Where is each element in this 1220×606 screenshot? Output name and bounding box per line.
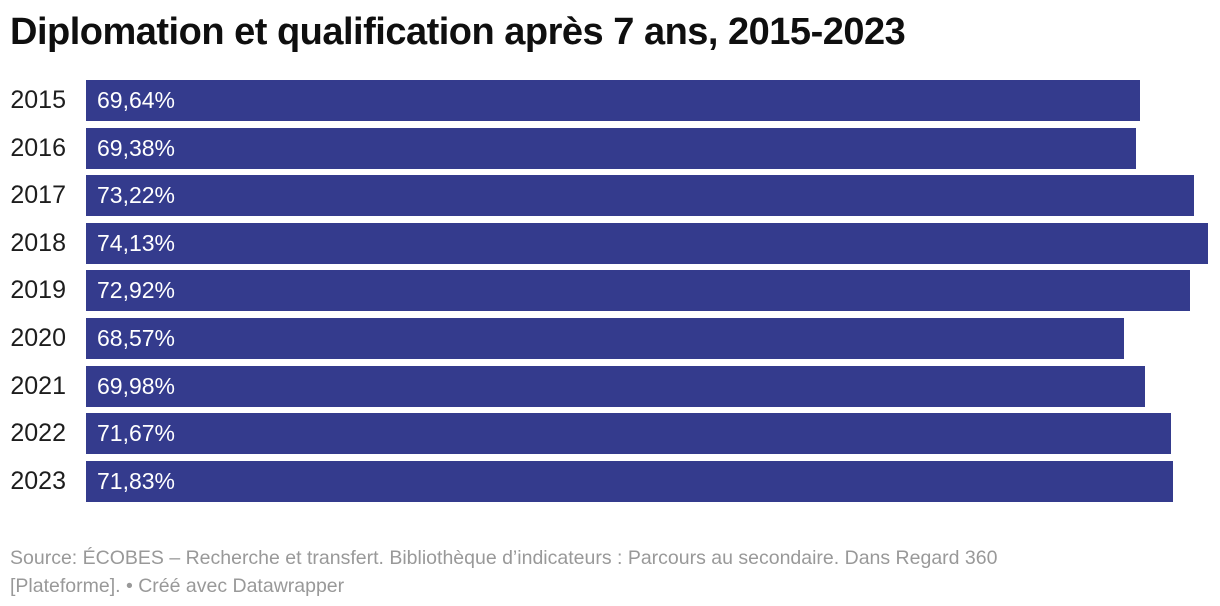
bar-chart: 2015 69,64% 2016 69,38% 2017 73,22% 2018… (0, 80, 1220, 502)
bar: 73,22% (86, 175, 1195, 217)
source-line-2: [Plateforme]. • Créé avec Datawrapper (10, 575, 345, 597)
bar: 72,92% (86, 270, 1190, 312)
year-label: 2023 (10, 466, 66, 495)
bar-value-label: 71,67% (97, 420, 176, 447)
bar-track: 73,22% (86, 175, 1208, 217)
year-label: 2019 (10, 276, 66, 305)
year-label: 2018 (10, 228, 66, 257)
year-label: 2020 (10, 323, 66, 352)
year-label: 2016 (10, 133, 66, 162)
bar-row: 2019 72,92% (0, 270, 1220, 312)
year-label: 2017 (10, 181, 66, 210)
bar-row: 2015 69,64% (0, 80, 1220, 121)
bar-track: 68,57% (86, 317, 1208, 359)
bar-row: 2018 74,13% (0, 222, 1220, 264)
bar-row: 2017 73,22% (0, 175, 1220, 217)
bar-value-label: 72,92% (97, 277, 176, 304)
bar-track: 71,67% (86, 413, 1208, 455)
bar-row: 2023 71,83% (0, 460, 1220, 502)
bar-value-label: 69,98% (97, 372, 176, 399)
bar: 68,57% (86, 317, 1124, 359)
bar-track: 71,83% (86, 460, 1208, 502)
bar-value-label: 69,38% (97, 134, 176, 161)
bar-track: 74,13% (86, 222, 1208, 264)
bar: 71,83% (86, 460, 1174, 502)
source-footer: Source: ÉCOBES – Recherche et transfert.… (10, 544, 1180, 600)
bar: 69,64% (86, 80, 1141, 121)
bar-value-label: 74,13% (97, 229, 176, 256)
bar: 71,67% (86, 413, 1171, 455)
bar-track: 69,64% (86, 80, 1208, 121)
bar-track: 72,92% (86, 270, 1208, 312)
year-label: 2022 (10, 419, 66, 448)
year-label: 2015 (10, 86, 66, 114)
bar: 69,98% (86, 365, 1146, 407)
bar-row: 2016 69,38% (0, 127, 1220, 169)
chart-title: Diplomation et qualification après 7 ans… (10, 11, 906, 53)
bar-value-label: 71,83% (97, 467, 176, 494)
bar-row: 2022 71,67% (0, 413, 1220, 455)
bar-track: 69,38% (86, 127, 1208, 169)
bar: 69,38% (86, 127, 1137, 169)
bar-row: 2021 69,98% (0, 365, 1220, 407)
bar-track: 69,98% (86, 365, 1208, 407)
bar: 74,13% (86, 222, 1208, 264)
source-line-1: Source: ÉCOBES – Recherche et transfert.… (10, 547, 998, 569)
bar-value-label: 68,57% (97, 324, 176, 351)
year-label: 2021 (10, 371, 66, 400)
bar-value-label: 69,64% (97, 87, 176, 113)
bar-row: 2020 68,57% (0, 317, 1220, 359)
bar-value-label: 73,22% (97, 182, 176, 209)
